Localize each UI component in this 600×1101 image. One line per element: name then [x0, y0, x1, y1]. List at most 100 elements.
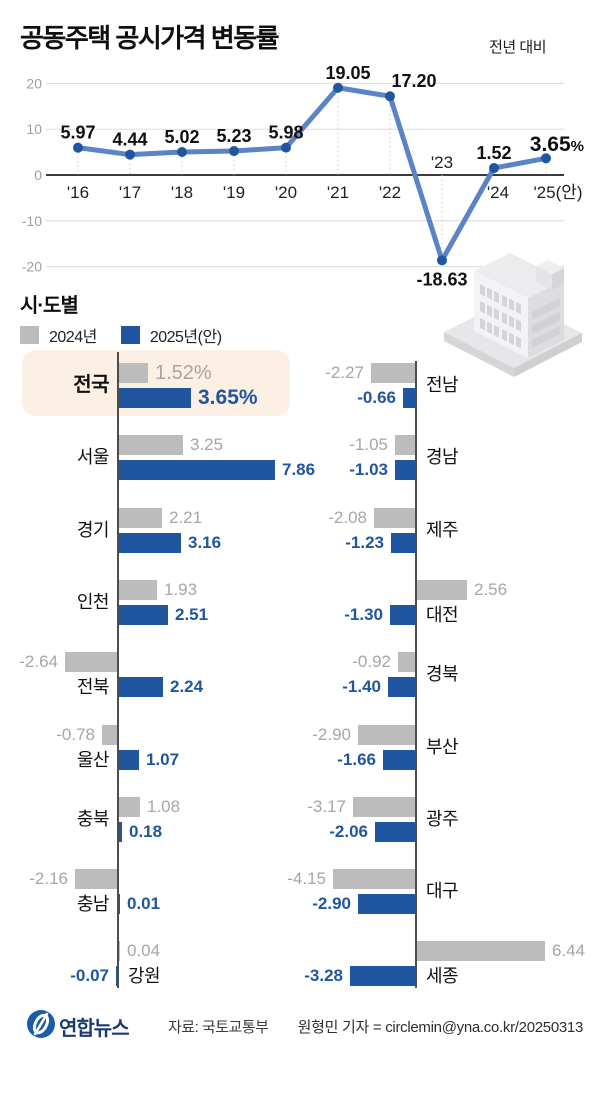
bar-2024 — [416, 941, 545, 961]
x-tick-label: '22 — [379, 183, 401, 202]
bar-chart-legend: 2024년 2025년(안) — [20, 323, 236, 347]
source-credit: 자료: 국토교통부 — [168, 1019, 269, 1036]
value-label-2024: 1.52% — [155, 362, 212, 384]
axis-line-left — [117, 352, 119, 988]
region-label: 경기 — [76, 520, 110, 540]
value-label-2024: -1.05 — [349, 435, 388, 454]
value-label-2024: 3.25 — [190, 435, 224, 454]
region-label: 전남 — [426, 375, 459, 395]
data-point — [489, 163, 499, 174]
value-label-2024: -2.08 — [328, 508, 367, 527]
point-label-final: 3.65% — [530, 133, 584, 156]
y-tick-label: 10 — [26, 121, 42, 137]
bar-2024 — [371, 363, 416, 383]
data-point — [333, 82, 343, 93]
bar-2025 — [118, 894, 120, 914]
data-point — [541, 153, 551, 164]
region-label: 전북 — [76, 677, 110, 697]
region-label: 충북 — [76, 809, 110, 829]
value-label-2025: 3.16 — [188, 533, 222, 552]
bar-2025 — [118, 460, 275, 480]
data-point — [73, 142, 83, 153]
region-label: 경남 — [426, 447, 459, 467]
comparison-note: 전년 대비 — [489, 39, 546, 56]
value-label-2024: -2.16 — [29, 869, 68, 888]
value-label-2025: -1.66 — [337, 750, 376, 769]
bar-2024 — [353, 797, 416, 817]
value-label-2024: -0.78 — [56, 725, 95, 744]
x-tick-label: '20 — [275, 183, 297, 202]
bar-2025 — [395, 460, 416, 480]
bar-2025 — [375, 822, 416, 842]
bar-2025 — [383, 750, 416, 770]
line-chart: 20 10 0 -10 -20 '16 '17 '18 '19 '20 '21 '22 '23 '24 '2… — [22, 63, 584, 290]
value-label-2024: -3.17 — [307, 797, 346, 816]
value-label-2024: 2.21 — [169, 508, 203, 527]
region-label: 전국 — [73, 374, 109, 396]
bar-2025 — [403, 388, 416, 408]
value-label-2024: -2.90 — [312, 725, 351, 744]
data-line — [75, 85, 549, 263]
data-point — [177, 147, 187, 158]
point-label: 4.44 — [112, 130, 147, 150]
x-tick-label: '25(안) — [533, 183, 582, 202]
bar-2024 — [118, 435, 183, 455]
bar-2024 — [118, 363, 148, 383]
data-point — [385, 91, 395, 102]
bar-2024 — [398, 652, 416, 672]
value-label-2025: -3.28 — [304, 966, 343, 985]
value-label-2025: -0.07 — [70, 966, 109, 985]
bar-2024 — [75, 869, 118, 889]
value-label-2025: 7.86 — [282, 460, 316, 479]
data-point — [229, 146, 239, 157]
value-label-2024: 6.44 — [552, 941, 586, 960]
region-label: 부산 — [426, 737, 459, 757]
page-title: 공동주택 공시가격 변동률 — [20, 23, 280, 53]
x-tick-label: '17 — [119, 183, 141, 202]
value-label-2025: 1.07 — [146, 750, 180, 769]
bar-2024 — [395, 435, 416, 455]
legend-swatch-2024 — [20, 326, 39, 344]
bar-2025 — [388, 677, 416, 697]
region-label: 세종 — [426, 966, 459, 986]
value-label-2024: -2.27 — [325, 363, 364, 382]
bar-2024 — [358, 725, 416, 745]
point-label: -18.63 — [416, 269, 467, 289]
region-label: 제주 — [426, 520, 459, 540]
legend-swatch-2025 — [120, 326, 140, 344]
region-label: 광주 — [426, 809, 459, 829]
value-label-2025: 0.01 — [127, 894, 161, 913]
region-label: 충남 — [76, 894, 110, 914]
bar-2024 — [374, 508, 416, 528]
bar-2025 — [350, 966, 416, 986]
bar-2025 — [358, 894, 416, 914]
y-tick-label: 0 — [34, 167, 42, 183]
data-point — [125, 149, 135, 160]
bar-2024 — [102, 725, 118, 745]
point-label: 5.23 — [216, 126, 251, 146]
value-label-2024: 1.93 — [164, 580, 198, 599]
value-label-2025: -1.03 — [349, 460, 388, 479]
x-tick-label: '19 — [223, 183, 245, 202]
value-label-2025: 2.51 — [175, 605, 209, 624]
bar-2024 — [65, 652, 118, 672]
y-tick-label: -10 — [22, 213, 42, 229]
x-tick-label: '24 — [487, 183, 509, 202]
bar-2025 — [118, 822, 122, 842]
bar-2025 — [118, 750, 139, 770]
region-label: 울산 — [76, 750, 110, 770]
bar-2025 — [391, 533, 416, 553]
axis-line-right — [415, 361, 417, 988]
region-label: 서울 — [76, 447, 110, 467]
x-tick-label: '18 — [171, 183, 193, 202]
value-label-2024: 2.56 — [474, 580, 508, 599]
value-label-2025: 0.18 — [129, 822, 163, 841]
x-tick-label: '21 — [327, 183, 349, 202]
y-tick-label: -20 — [22, 259, 42, 275]
region-label: 대전 — [426, 605, 459, 625]
bar-2024 — [416, 580, 467, 600]
value-label-2024: -2.64 — [19, 652, 58, 671]
value-label-2025: 3.65% — [198, 386, 258, 409]
bar-2024 — [118, 508, 162, 528]
